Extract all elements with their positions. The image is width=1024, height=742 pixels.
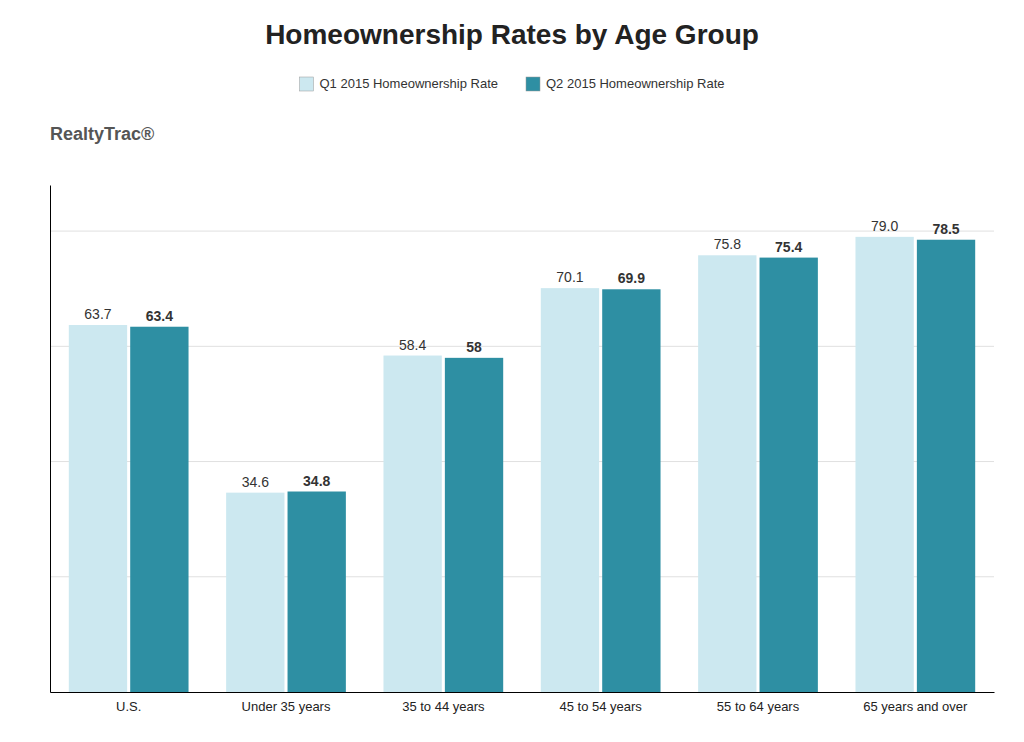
x-tick-label: 65 years and over: [863, 699, 968, 714]
grid-line: [50, 461, 994, 462]
bar: [445, 358, 503, 692]
x-tick-label: 45 to 54 years: [559, 699, 642, 714]
data-label: 78.5: [932, 221, 959, 237]
annotation: RealtyTrac®: [50, 124, 154, 144]
data-label: 58: [466, 339, 482, 355]
chart: Homeownership Rates by Age Group Q1 2015 …: [0, 0, 1024, 742]
data-label: 34.8: [303, 473, 330, 489]
data-label: 34.6: [242, 474, 269, 490]
x-tick: Under 35 years: [242, 692, 331, 714]
data-label: 58.4: [399, 337, 426, 353]
annotation-part: Realty: [50, 124, 104, 144]
data-label: 63.4: [146, 308, 173, 324]
annotation-part: ®: [141, 124, 154, 144]
x-tick: 35 to 44 years: [402, 692, 485, 714]
bar: [698, 255, 756, 692]
bar: [917, 240, 975, 692]
annotation-part: Trac: [104, 124, 141, 144]
bar: [69, 325, 127, 692]
x-axis-line: [51, 692, 995, 693]
legend-label: Q1 2015 Homeownership Rate: [320, 76, 499, 91]
x-tick: 45 to 54 years: [559, 692, 642, 714]
legend-label: Q2 2015 Homeownership Rate: [546, 76, 725, 91]
grid-line: [50, 576, 994, 577]
legend-item: Q2 2015 Homeownership Rate: [526, 76, 725, 91]
bar: [602, 289, 660, 692]
legend: Q1 2015 Homeownership Rate Q2 2015 Homeow…: [300, 76, 725, 91]
x-tick-label: U.S.: [116, 699, 141, 714]
x-tick-label: Under 35 years: [242, 699, 331, 714]
grid-line: [50, 231, 994, 232]
plot: U.S. Under 35 years 35 to 44 years 45 to 54…: [50, 186, 995, 715]
y-axis: [50, 186, 52, 693]
data-label: 79.0: [871, 218, 898, 234]
legend-swatch: [526, 77, 540, 91]
data-labels: 63.7 34.6 58.4 70.1 75.8 79.0 63.4 34.8 58 69.9 75…: [84, 218, 960, 490]
bar: [288, 492, 346, 692]
bar: [130, 327, 188, 692]
data-label: 75.8: [714, 236, 741, 252]
x-tick: U.S.: [116, 692, 141, 714]
legend-item: Q1 2015 Homeownership Rate: [300, 76, 499, 91]
grid-line: [50, 346, 994, 347]
bar: [855, 237, 913, 692]
y-axis-line: [50, 186, 51, 693]
data-label: 63.7: [84, 306, 111, 322]
x-tick-label: 55 to 64 years: [717, 699, 800, 714]
bar: [383, 356, 441, 692]
legend-swatch: [300, 77, 314, 91]
bars: [69, 237, 975, 692]
grid: [50, 231, 994, 577]
x-tick-label: 35 to 44 years: [402, 699, 485, 714]
title: Homeownership Rates by Age Group: [265, 19, 759, 50]
bar: [760, 258, 818, 692]
bar: [541, 288, 599, 692]
data-label: 70.1: [556, 269, 583, 285]
x-tick: 55 to 64 years: [717, 692, 800, 714]
data-label: 75.4: [775, 239, 802, 255]
x-tick: 65 years and over: [863, 692, 968, 714]
x-axis: U.S. Under 35 years 35 to 44 years 45 to 54…: [51, 692, 995, 714]
data-label: 69.9: [618, 270, 645, 286]
bar: [226, 493, 284, 692]
